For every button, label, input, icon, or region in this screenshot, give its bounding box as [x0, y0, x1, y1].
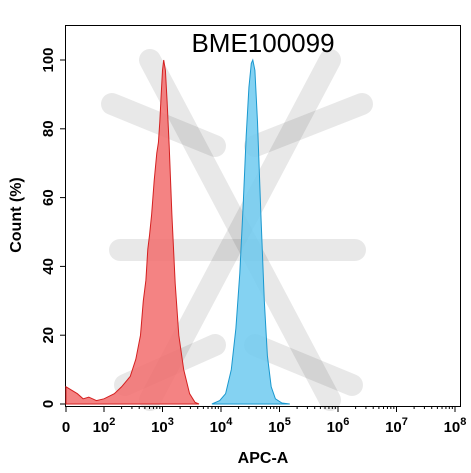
x-tick-label: 104 — [210, 416, 234, 436]
x-tick-label: 103 — [151, 416, 174, 436]
y-tick-label: 60 — [40, 189, 57, 206]
x-axis-label: APC-A — [238, 450, 289, 467]
x-tick-label: 105 — [268, 416, 291, 436]
series-layer — [65, 58, 290, 405]
y-tick-label: 20 — [40, 327, 57, 344]
histogram-series-2 — [211, 58, 290, 405]
x-tick-label: 108 — [444, 416, 467, 436]
tick-layer: 0 20 40 60 80 100 0 102 103 104 105 106 107 108 — [40, 47, 466, 436]
y-tick-label: 80 — [40, 120, 57, 137]
y-axis-label: Count (%) — [8, 177, 25, 253]
x-tick-label: 0 — [62, 419, 70, 436]
y-tick-label: 40 — [40, 258, 57, 275]
chart-title: BME100099 — [191, 28, 334, 58]
x-tick-label: 102 — [93, 416, 116, 436]
x-tick-label: 106 — [327, 416, 350, 436]
y-tick-label: 0 — [40, 400, 57, 408]
histogram-series-1 — [65, 59, 200, 405]
x-tick-label: 107 — [385, 416, 408, 436]
y-tick-label: 100 — [40, 47, 57, 72]
plot-frame — [65, 25, 461, 407]
